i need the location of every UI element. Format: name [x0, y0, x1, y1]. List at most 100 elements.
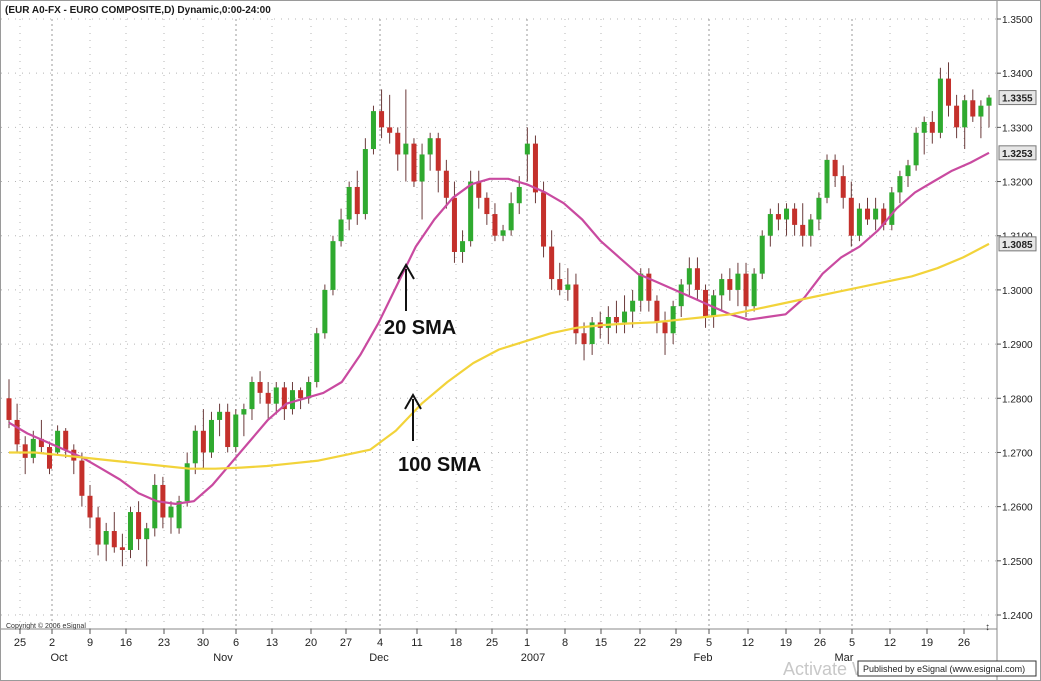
candle-body [322, 289, 328, 334]
candle-body [289, 390, 295, 410]
candle-body [929, 121, 935, 133]
candle-body [476, 181, 482, 198]
candle-body [411, 143, 417, 182]
candle-body [727, 279, 733, 290]
date-tick-label: 22 [634, 637, 646, 649]
price-axis-panel [997, 1, 1040, 629]
candles [6, 62, 992, 567]
month-labels: Oct Nov Dec 2007 Feb Mar [50, 652, 853, 664]
candle-body [492, 214, 498, 236]
candle-body [954, 105, 960, 128]
annotation-label: 20 SMA [384, 317, 456, 339]
sma-20-line [8, 151, 990, 505]
price-label-box [998, 236, 1037, 252]
candle-body [354, 186, 360, 215]
candle-body [370, 111, 376, 150]
candle-body [905, 165, 911, 177]
candle-body [314, 333, 320, 383]
price-tick-label: 1.3000 [1002, 286, 1033, 297]
candle-body [152, 484, 158, 529]
date-tick-label: 9 [87, 637, 93, 649]
price-tick-label: 1.2800 [1002, 394, 1033, 405]
candle-body [970, 100, 976, 117]
candle-body [986, 97, 992, 106]
candle-body [678, 284, 684, 307]
candle-body [265, 392, 271, 404]
date-tick-label: 27 [340, 637, 352, 649]
price-tick-label: 1.3200 [1002, 178, 1033, 189]
activate-watermark: Activate Wi [783, 659, 873, 679]
scroll-icon[interactable]: ↕ [985, 622, 990, 633]
candle-body [913, 132, 919, 166]
date-tick-label: 11 [411, 637, 422, 649]
date-tick-label: 16 [120, 637, 132, 649]
candle-body [241, 409, 247, 415]
price-tick-label: 1.3500 [1002, 15, 1033, 26]
date-tick-label: 20 [305, 637, 317, 649]
arrowhead-icon [397, 262, 415, 280]
candle-body [759, 235, 765, 274]
candle-body [435, 138, 441, 171]
candle-body [87, 495, 93, 518]
candle-body [427, 138, 433, 155]
candle-body [200, 430, 206, 453]
candle-body [694, 268, 700, 290]
candle-body [630, 300, 636, 312]
date-tick-label: 8 [562, 637, 568, 649]
price-tick-label: 1.2500 [1002, 557, 1033, 568]
price-tick-label: 1.3400 [1002, 69, 1033, 80]
candle-body [832, 159, 838, 177]
candle-body [767, 214, 773, 236]
annotation-100-sma: 100 SMA [398, 392, 481, 476]
candle-body [873, 208, 879, 220]
candle-body [184, 463, 190, 502]
candle-body [443, 170, 449, 198]
candle-body [881, 208, 887, 225]
candle-body [306, 382, 312, 399]
candle-body [346, 186, 352, 220]
candle-body [848, 197, 854, 236]
candle-body [22, 444, 28, 458]
candle-body [103, 531, 109, 545]
sma-100-line [9, 242, 990, 470]
price-tick-label: 1.2700 [1002, 448, 1033, 459]
candle-body [257, 382, 263, 393]
chart-title: (EUR A0-FX - EURO COMPOSITE,D) Dynamic,0… [5, 5, 271, 16]
candle-body [500, 230, 506, 236]
moving-averages [8, 151, 990, 505]
candle-body [38, 438, 44, 448]
month-label: Mar [835, 652, 854, 664]
candle-body [379, 111, 385, 128]
month-label: Nov [213, 652, 233, 664]
candle-body [460, 241, 466, 252]
candle-body [281, 387, 287, 410]
date-tick-label: 26 [958, 637, 970, 649]
grid [1, 18, 997, 629]
candle-body [403, 143, 409, 155]
date-tick-label: 29 [670, 637, 682, 649]
price-tick-label: 1.2400 [1002, 611, 1033, 622]
candle-body [298, 390, 304, 399]
candle-body [775, 214, 781, 220]
candle-body [14, 419, 20, 445]
date-tick-label: 19 [780, 637, 792, 649]
candle-body [589, 322, 595, 345]
arrowhead-icon [404, 392, 422, 410]
date-tick-label: 23 [158, 637, 170, 649]
candle-body [856, 208, 862, 236]
date-tick-label: 12 [742, 637, 754, 649]
date-tick-label: 5 [849, 637, 855, 649]
candle-body [541, 192, 547, 247]
candle-body [719, 279, 725, 296]
date-tick-label: 2 [49, 637, 55, 649]
candle-body [751, 273, 757, 307]
candle-body [362, 149, 368, 215]
copyright-text: Copyright © 2006 eSignal [6, 622, 86, 630]
candle-body [978, 105, 984, 117]
date-tick-label: 5 [706, 637, 712, 649]
date-tick-label: 6 [233, 637, 239, 649]
candle-body [136, 512, 142, 540]
price-label-value: 1.3355 [1002, 94, 1033, 105]
